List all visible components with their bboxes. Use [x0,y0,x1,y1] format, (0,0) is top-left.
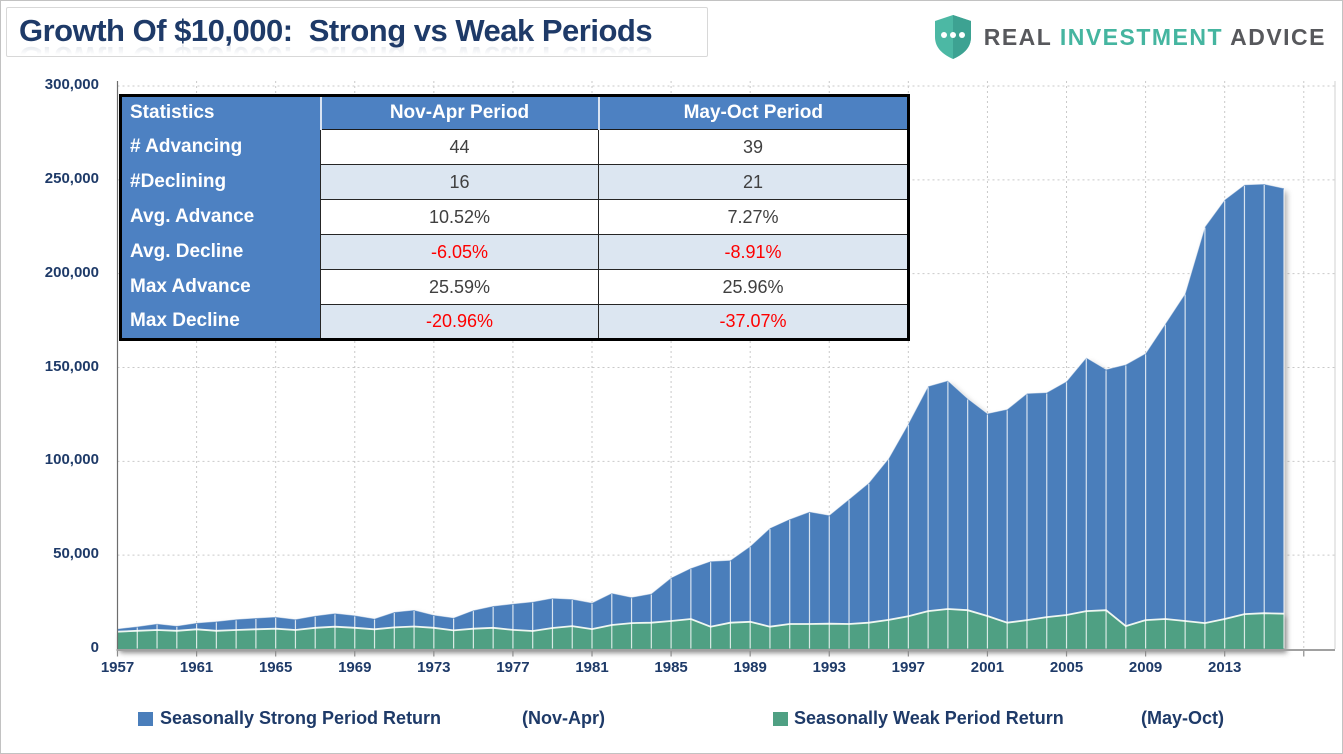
legend-swatch-strong [138,712,153,726]
ria-shield-icon [934,15,971,59]
legend-label-weak: Seasonally Weak Period Return [794,708,1064,728]
stats-table: Statistics Nov-Apr Period May-Oct Period… [119,94,910,341]
x-axis-label: 1969 [338,659,372,676]
stat-value-may-oct: 25.96% [598,269,909,305]
stats-header-row: Statistics Nov-Apr Period May-Oct Period [120,95,909,130]
stat-label: Avg. Decline [120,234,321,270]
ria-logo-text: REAL INVESTMENT ADVICE [984,24,1326,51]
x-axis-label: 2009 [1128,659,1163,676]
stat-value-nov-apr: 44 [320,129,599,165]
y-axis-label: 250,000 [44,169,99,187]
table-row: # Advancing 44 39 [120,129,909,165]
logo-word-real: REAL [983,23,1052,50]
legend-period-strong: (Nov-Apr) [522,708,605,728]
x-axis-label: 1957 [100,659,135,676]
series-strong-edge [117,183,1285,630]
y-axis-label: 150,000 [44,357,99,375]
x-axis-label: 1989 [733,659,767,676]
x-axis-label: 1985 [654,659,688,676]
series-weak-edge [117,608,1285,633]
logo-word-investment: INVESTMENT [1059,23,1224,50]
stat-value-may-oct: 7.27% [598,199,909,235]
x-axis-label: 1993 [812,659,846,676]
table-row: #Declining 16 21 [120,164,909,200]
legend-label-strong: Seasonally Strong Period Return [160,708,442,728]
table-row: Avg. Decline -6.05% -8.91% [120,234,909,270]
legend-period-weak: (May-Oct) [1141,708,1225,728]
stats-header-nov-apr: Nov-Apr Period [319,95,599,130]
y-axis-label: 0 [90,639,99,656]
legend-swatch-weak [773,712,788,726]
stat-value-nov-apr: -6.05% [320,234,599,270]
stat-value-nov-apr: 25.59% [320,269,599,305]
y-axis-label: 100,000 [44,451,99,469]
stat-value-may-oct: -8.91% [598,234,909,270]
series-strong-area [117,184,1284,649]
x-axis-label: 1997 [891,659,926,676]
y-axis-label: 300,000 [44,76,99,93]
x-axis-label: 1977 [496,659,530,676]
stat-value-may-oct: -37.07% [598,304,909,340]
stat-value-may-oct: 39 [598,129,909,165]
ria-logo: REAL INVESTMENT ADVICE [933,14,1326,60]
stat-label: Max Decline [120,304,321,340]
x-axis-label: 2013 [1207,659,1242,676]
stat-value-nov-apr: -20.96% [320,304,599,340]
stat-label: #Declining [120,164,321,200]
x-axis-label: 1973 [417,659,451,676]
stat-value-may-oct: 21 [598,164,909,200]
x-axis-label: 2005 [1049,659,1084,676]
x-axis-label: 1961 [179,659,214,676]
page-title: Growth Of $10,000: Strong vs Weak Period… [19,13,653,48]
stat-label: Max Advance [120,269,321,305]
x-axis-label: 2001 [970,659,1005,676]
stats-header-may-oct: May-Oct Period [597,95,909,130]
x-axis-label: 1965 [258,659,293,676]
stat-value-nov-apr: 10.52% [320,199,599,235]
stat-label: # Advancing [120,129,321,165]
table-row: Avg. Advance 10.52% 7.27% [120,199,909,235]
y-axis-label: 200,000 [44,263,99,281]
stat-label: Avg. Advance [120,199,321,235]
title-box: Growth Of $10,000: Strong vs Weak Period… [6,7,708,57]
series-weak-area [117,609,1284,649]
stat-value-nov-apr: 16 [320,164,599,200]
stats-header-statistics: Statistics [120,95,321,130]
y-axis-label: 50,000 [53,545,99,563]
table-row: Max Advance 25.59% 25.96% [120,269,909,305]
table-row: Max Decline -20.96% -37.07% [120,304,909,340]
x-axis-label: 1981 [575,659,609,676]
logo-word-advice: ADVICE [1230,23,1326,50]
